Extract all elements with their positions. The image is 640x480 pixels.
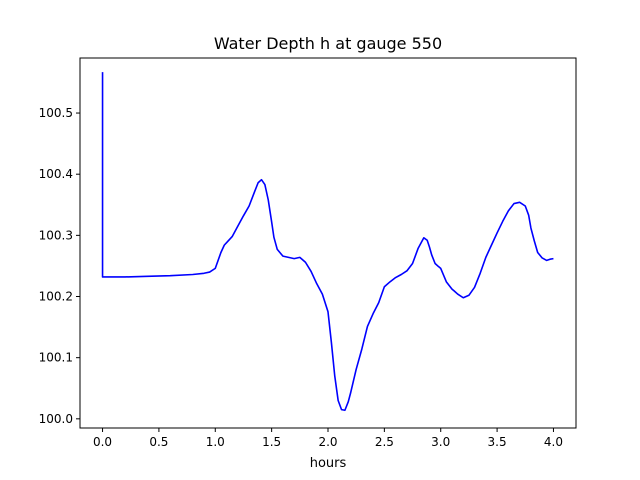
chart-title: Water Depth h at gauge 550 [214, 34, 442, 53]
x-tick-label: 0.5 [149, 435, 168, 449]
y-tick-label: 100.3 [39, 228, 73, 242]
x-tick-label: 0.0 [93, 435, 112, 449]
y-axis: 100.0 100.1 100.2 100.3 100.4 100.5 [39, 106, 80, 426]
y-tick-label: 100.5 [39, 106, 73, 120]
x-axis: 0.0 0.5 1.0 1.5 2.0 2.5 3.0 3.5 4.0 [93, 428, 563, 449]
y-tick-label: 100.1 [39, 351, 73, 365]
x-tick-label: 4.0 [544, 435, 563, 449]
x-tick-label: 1.5 [262, 435, 281, 449]
series-line-0 [101, 72, 554, 412]
y-tick-label: 100.4 [39, 167, 73, 181]
x-axis-label: hours [310, 456, 347, 471]
x-tick-label: 2.0 [318, 435, 337, 449]
x-tick-label: 2.5 [375, 435, 394, 449]
y-tick-label: 100.0 [39, 412, 73, 426]
x-tick-label: 3.0 [431, 435, 450, 449]
y-tick-label: 100.2 [39, 290, 73, 304]
x-tick-label: 3.5 [488, 435, 507, 449]
x-tick-label: 1.0 [206, 435, 225, 449]
plot-area [101, 72, 554, 412]
